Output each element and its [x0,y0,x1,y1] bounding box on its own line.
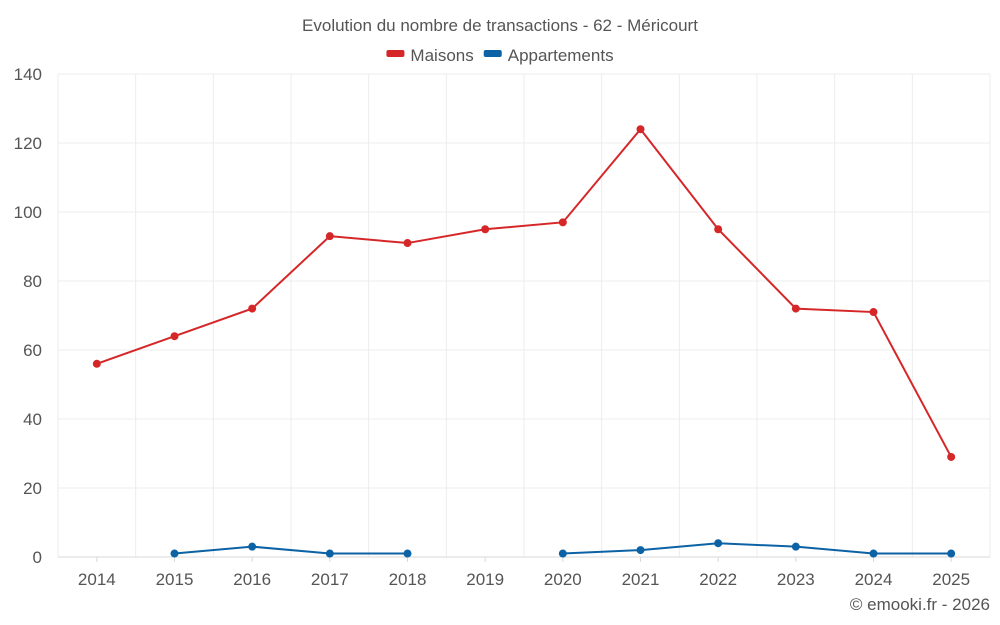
data-point[interactable] [947,549,956,558]
data-point[interactable] [636,125,645,134]
legend-label: Appartements [508,46,614,65]
data-point[interactable] [325,232,334,241]
legend-label: Maisons [410,46,473,65]
y-tick-label: 40 [23,410,42,429]
y-tick-label: 100 [14,203,42,222]
data-point[interactable] [714,225,723,234]
x-tick-label: 2022 [699,570,737,589]
series-line [562,542,952,555]
data-point[interactable] [481,225,490,234]
data-point[interactable] [558,218,567,227]
x-tick-label: 2025 [932,570,970,589]
data-point[interactable] [869,549,878,558]
data-point[interactable] [248,304,257,313]
data-point[interactable] [403,239,412,248]
x-tick-label: 2018 [389,570,427,589]
y-tick-label: 80 [23,272,42,291]
credit-text: © emooki.fr - 2026 [850,595,990,614]
legend-swatch[interactable] [386,50,405,57]
x-tick-label: 2023 [777,570,815,589]
y-axis: 0 20 40 60 80 100 120 140 [14,65,42,567]
data-point[interactable] [791,304,800,313]
y-tick-label: 0 [33,548,42,567]
data-point[interactable] [92,359,101,368]
data-point[interactable] [714,539,723,548]
series-layer [92,125,956,558]
x-tick-label: 2014 [78,570,116,589]
x-tick-label: 2019 [466,570,504,589]
series-line [96,127,953,458]
data-point[interactable] [869,308,878,317]
data-point[interactable] [636,546,645,555]
data-point[interactable] [403,549,412,558]
legend: Maisons Appartements [386,46,614,65]
x-tick-label: 2021 [622,570,660,589]
data-point[interactable] [791,542,800,551]
x-tick-label: 2020 [544,570,582,589]
x-axis: 2014 2015 2016 2017 2018 2019 2020 2021 2022 2023… [78,557,970,589]
x-tick-label: 2016 [233,570,271,589]
y-tick-label: 140 [14,65,42,84]
data-point[interactable] [947,452,956,461]
gridlines [57,73,991,558]
data-point[interactable] [248,542,257,551]
y-tick-label: 20 [23,479,42,498]
x-tick-label: 2015 [156,570,194,589]
x-tick-label: 2024 [855,570,893,589]
legend-swatch[interactable] [483,50,502,57]
data-point[interactable] [558,549,567,558]
series-maisons [92,125,956,461]
series-line [174,545,408,555]
y-tick-label: 120 [14,134,42,153]
data-point[interactable] [325,549,334,558]
data-point[interactable] [170,549,179,558]
series-appartements [170,539,956,558]
y-tick-label: 60 [23,341,42,360]
chart-title: Evolution du nombre de transactions - 62… [302,16,698,35]
data-point[interactable] [170,332,179,341]
x-tick-label: 2017 [311,570,349,589]
